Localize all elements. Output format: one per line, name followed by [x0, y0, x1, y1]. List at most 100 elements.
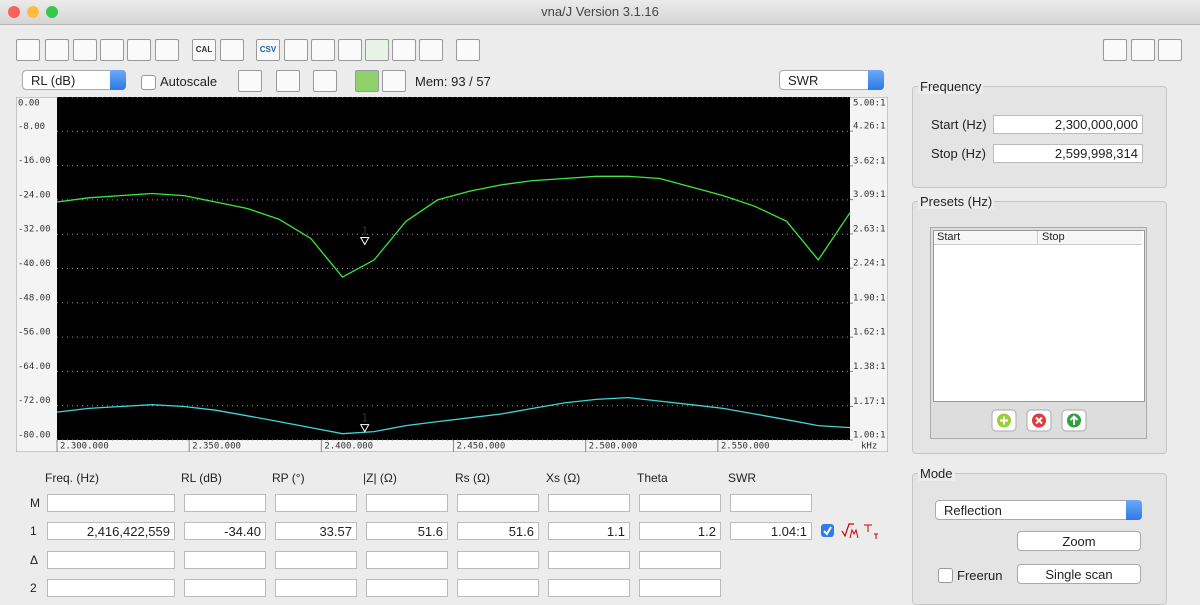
select-value: SWR [788, 73, 819, 88]
y-tick-label: -32.00 [18, 225, 51, 235]
table-cell[interactable] [47, 579, 175, 597]
tool-icon[interactable] [127, 39, 151, 61]
presets-list[interactable] [933, 230, 1145, 402]
group-title: Frequency [918, 79, 984, 94]
table-cell[interactable] [730, 494, 812, 512]
y-tick-label: -80.00 [18, 431, 51, 441]
tool-icon[interactable] [276, 70, 300, 92]
table-cell[interactable] [184, 551, 266, 569]
tool-icon[interactable] [365, 39, 389, 61]
tool-icon[interactable] [45, 39, 69, 61]
column-header: RP (°) [272, 471, 305, 485]
table-cell[interactable] [548, 579, 630, 597]
tool-icon[interactable] [155, 39, 179, 61]
x-tick-label: 2.350.000 [192, 442, 241, 452]
select-value: RL (dB) [31, 73, 76, 88]
table-cell[interactable]: 33.57 [275, 522, 357, 540]
marker-label: 1 [361, 412, 368, 425]
x-tick-label: 2.450.000 [457, 442, 506, 452]
tool-icon[interactable] [1131, 39, 1155, 61]
table-cell[interactable]: 51.6 [457, 522, 539, 540]
tool-icon[interactable] [355, 70, 379, 92]
y2-tick-label: 1.00:1 [853, 431, 886, 441]
group-title: Mode [918, 466, 955, 481]
stop-input[interactable]: 2,599,998,314 [993, 144, 1143, 163]
minimize-button[interactable] [27, 6, 39, 18]
tool-icon[interactable] [311, 39, 335, 61]
y2-tick-label: 3.62:1 [853, 156, 886, 166]
close-button[interactable] [8, 6, 20, 18]
marker-checkbox[interactable] [821, 524, 834, 537]
table-cell[interactable] [275, 579, 357, 597]
start-label: Start (Hz) [931, 117, 987, 132]
column-header: Start [937, 231, 961, 243]
mode-select[interactable]: Reflection [935, 500, 1142, 520]
tool-icon[interactable] [419, 39, 443, 61]
tool-icon[interactable] [16, 39, 40, 61]
table-cell[interactable]: -34.40 [184, 522, 266, 540]
table-cell[interactable] [47, 551, 175, 569]
left-scale-select[interactable]: RL (dB) [22, 70, 126, 90]
table-cell[interactable] [47, 494, 175, 512]
table-cell[interactable] [366, 551, 448, 569]
tool-icon[interactable] [284, 39, 308, 61]
table-cell[interactable]: 1.04:1 [730, 522, 812, 540]
start-input[interactable]: 2,300,000,000 [993, 115, 1143, 134]
table-cell[interactable] [639, 551, 721, 569]
tool-icon[interactable] [338, 39, 362, 61]
right-scale-select[interactable]: SWR [779, 70, 884, 90]
marker-triangle [359, 424, 370, 433]
tool-icon[interactable] [238, 70, 262, 92]
table-cell[interactable] [275, 494, 357, 512]
y-tick-label: -56.00 [18, 328, 51, 338]
column-header: RL (dB) [181, 471, 222, 485]
single-scan-button[interactable]: Single scan [1017, 564, 1141, 584]
y2-tick-label: 5.00:1 [853, 99, 886, 109]
x-tick-label: 2.400.000 [324, 442, 373, 452]
table-cell[interactable]: 1.2 [639, 522, 721, 540]
table-cell[interactable] [184, 579, 266, 597]
table-cell[interactable]: 1.1 [548, 522, 630, 540]
csv-button[interactable]: CSV [256, 39, 280, 61]
check-icon [823, 526, 832, 536]
tool-icon[interactable] [456, 39, 480, 61]
table-cell[interactable] [639, 579, 721, 597]
table-cell[interactable]: 51.6 [366, 522, 448, 540]
y2-tick-label: 2.24:1 [853, 259, 886, 269]
zoom-button[interactable]: Zoom [1017, 531, 1141, 551]
column-header: SWR [728, 471, 756, 485]
y2-tick-label: 4.26:1 [853, 122, 886, 132]
plot-area [57, 97, 850, 440]
table-cell[interactable] [275, 551, 357, 569]
select-arrow [868, 70, 884, 90]
freerun-checkbox[interactable] [938, 568, 953, 583]
tool-icon[interactable] [220, 39, 244, 61]
table-cell[interactable] [457, 494, 539, 512]
tool-icon[interactable] [73, 39, 97, 61]
tool-icon[interactable] [313, 70, 337, 92]
table-cell[interactable] [457, 551, 539, 569]
tool-icon[interactable] [392, 39, 416, 61]
table-cell[interactable] [184, 494, 266, 512]
table-cell[interactable] [366, 579, 448, 597]
tool-icon[interactable] [382, 70, 406, 92]
table-cell[interactable]: 2,416,422,559 [47, 522, 175, 540]
table-cell[interactable] [639, 494, 721, 512]
zoom-button[interactable] [46, 6, 58, 18]
group-title: Presets (Hz) [918, 194, 995, 209]
cal-button[interactable]: CAL [192, 39, 216, 61]
tool-icon[interactable] [1158, 39, 1182, 61]
tool-icon[interactable] [100, 39, 124, 61]
table-cell[interactable] [548, 494, 630, 512]
memory-status: Mem: 93 / 57 [415, 74, 491, 89]
table-cell[interactable] [548, 551, 630, 569]
x-tick-label: 2.500.000 [589, 442, 638, 452]
table-cell[interactable] [457, 579, 539, 597]
frequency-group [912, 86, 1167, 188]
marker-table: Freq. (Hz) RL (dB) RP (°) |Z| (Ω) Rs (Ω) Xs (… [0, 465, 900, 597]
tool-icon[interactable] [1103, 39, 1127, 61]
table-cell[interactable] [366, 494, 448, 512]
row-label: M [30, 496, 40, 510]
autoscale-checkbox[interactable] [141, 75, 156, 90]
